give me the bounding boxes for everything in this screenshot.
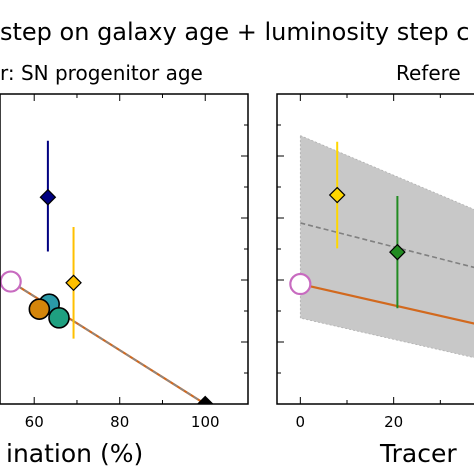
right-diamond-point-1: [389, 243, 406, 261]
left-x-tick-label: 60: [25, 413, 44, 431]
right-panel: 0 20: [276, 93, 474, 431]
left-circle-point-4: [28, 298, 51, 320]
left-circle-point-5: [48, 307, 70, 329]
right-diamond-point-0: [328, 186, 346, 204]
left-panel: 60 80 100: [0, 93, 249, 431]
right-open-circle-point-2: [289, 272, 312, 296]
figure-suptitle: step on galaxy age + luminosity step c: [0, 18, 469, 46]
right-panel-title: Refere: [396, 61, 461, 85]
left-x-tick-label: 80: [110, 413, 129, 431]
left-diamond-point-0: [39, 188, 57, 206]
left-x-tick-label: 100: [191, 413, 220, 431]
left-plot-frame: [0, 93, 249, 405]
right-x-axis-label: Tracer: [379, 439, 457, 468]
left-open-circle-point-6: [0, 270, 22, 293]
left-x-axis-label: ination (%): [6, 439, 143, 468]
right-x-tick-label: 20: [384, 413, 403, 431]
right-solid-fit-line-1: [300, 282, 474, 325]
right-x-tick-label: 0: [296, 413, 306, 431]
right-uncertainty-band: [299, 134, 474, 359]
left-dashed-fit-line-1: [10, 280, 206, 404]
right-dashed-fit-line-0: [300, 222, 474, 269]
left-panel-title: r: SN progenitor age: [0, 61, 203, 85]
left-diamond-point-1: [65, 274, 82, 292]
